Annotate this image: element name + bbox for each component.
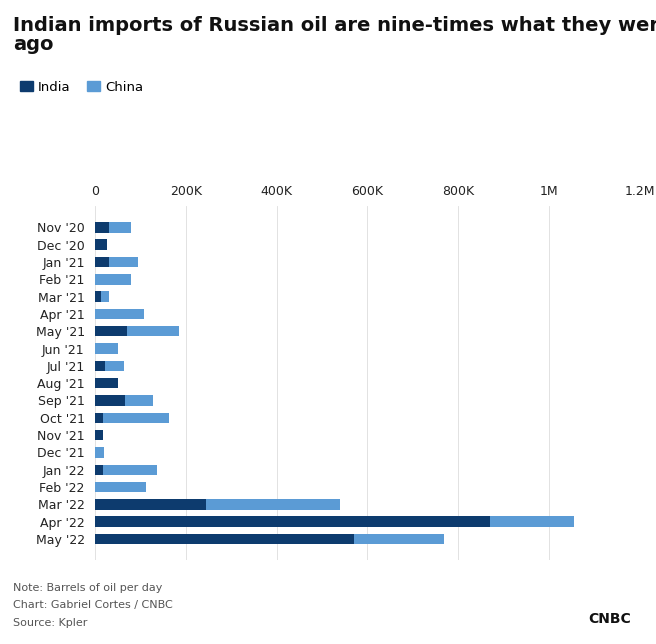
Bar bbox=[95, 292, 101, 302]
Bar bbox=[95, 257, 109, 267]
Bar bbox=[95, 308, 144, 319]
Bar bbox=[95, 430, 103, 440]
Bar bbox=[95, 534, 354, 544]
Bar bbox=[95, 499, 206, 509]
Bar bbox=[354, 534, 445, 544]
Bar bbox=[95, 464, 103, 475]
Bar bbox=[206, 499, 340, 509]
Bar bbox=[95, 378, 118, 388]
Bar bbox=[103, 464, 157, 475]
Bar bbox=[95, 361, 105, 371]
Bar bbox=[95, 274, 131, 285]
Text: CNBC: CNBC bbox=[588, 612, 632, 626]
Bar bbox=[95, 447, 104, 458]
Bar bbox=[101, 292, 109, 302]
Bar bbox=[109, 257, 138, 267]
Text: Source: Kpler: Source: Kpler bbox=[13, 618, 87, 628]
Bar bbox=[125, 395, 153, 406]
Bar bbox=[95, 326, 127, 336]
Bar bbox=[95, 343, 118, 354]
Bar bbox=[95, 395, 125, 406]
Bar bbox=[95, 240, 107, 250]
Bar bbox=[95, 516, 490, 527]
Legend: India, China: India, China bbox=[20, 80, 143, 93]
Bar bbox=[95, 482, 146, 492]
Bar bbox=[490, 516, 574, 527]
Bar bbox=[127, 326, 179, 336]
Text: Chart: Gabriel Cortes / CNBC: Chart: Gabriel Cortes / CNBC bbox=[13, 600, 173, 611]
Bar bbox=[109, 222, 131, 232]
Text: Note: Barrels of oil per day: Note: Barrels of oil per day bbox=[13, 583, 163, 593]
Bar bbox=[95, 222, 109, 232]
Bar bbox=[95, 413, 103, 423]
Text: Indian imports of Russian oil are nine-times what they were 12 months: Indian imports of Russian oil are nine-t… bbox=[13, 16, 656, 35]
Text: ago: ago bbox=[13, 35, 54, 55]
Bar bbox=[103, 413, 169, 423]
Bar bbox=[105, 361, 124, 371]
